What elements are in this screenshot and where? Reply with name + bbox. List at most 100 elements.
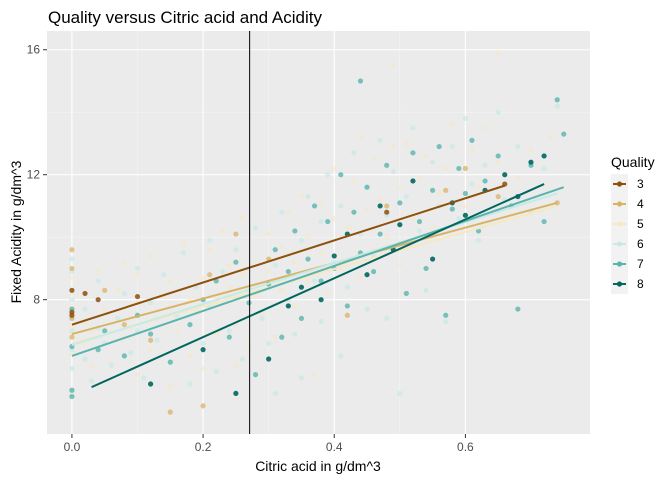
data-point-quality-5: [279, 287, 285, 293]
data-point-quality-7: [246, 300, 252, 306]
data-point-quality-6: [213, 368, 219, 375]
data-point-quality-6: [377, 137, 383, 143]
legend-label-quality-8: 8: [637, 277, 644, 291]
legend-key-point: [616, 281, 623, 287]
data-point-quality-6: [397, 390, 403, 396]
data-point-quality-5: [469, 147, 475, 153]
data-point-quality-5: [285, 209, 291, 215]
data-point-quality-3: [69, 309, 75, 315]
data-point-quality-5: [384, 234, 390, 240]
chart-title: Quality versus Citric acid and Acidity: [48, 8, 322, 27]
data-point-quality-5: [495, 159, 501, 165]
y-tick-label: 8: [33, 293, 40, 307]
data-point-quality-6: [416, 228, 423, 234]
data-point-quality-7: [561, 131, 567, 137]
data-point-quality-5: [331, 165, 337, 172]
data-point-quality-5: [292, 303, 298, 309]
x-tick-label: 0.4: [326, 440, 343, 454]
plot-panel: [47, 31, 590, 434]
data-point-quality-7: [443, 312, 449, 318]
legend-key-point: [616, 221, 623, 227]
data-point-quality-5: [351, 178, 357, 184]
data-point-quality-5: [318, 250, 324, 256]
data-point-quality-8: [331, 253, 337, 259]
data-point-quality-5: [115, 287, 121, 293]
data-point-quality-5: [311, 372, 318, 378]
data-point-quality-7: [384, 162, 390, 168]
data-point-quality-6: [298, 375, 305, 381]
x-axis: 0.0 0.2 0.4 0.6: [64, 434, 474, 454]
y-tick-label: 16: [27, 43, 41, 57]
trend-line-quality-3: [71, 184, 506, 326]
data-point-quality-4: [69, 334, 75, 340]
data-point-quality-6: [495, 109, 501, 115]
data-point-quality-6: [449, 143, 455, 150]
y-axis: 8 12 16: [27, 43, 47, 307]
data-point-quality-7: [430, 187, 436, 193]
data-point-quality-5: [239, 215, 246, 222]
data-point-quality-7: [148, 331, 154, 337]
data-point-quality-4: [200, 403, 206, 409]
data-point-quality-5: [410, 215, 416, 222]
data-point-quality-7: [69, 387, 75, 393]
data-point-quality-6: [403, 193, 409, 200]
data-point-quality-6: [141, 375, 147, 381]
data-point-quality-3: [69, 287, 75, 293]
data-point-quality-6: [430, 159, 436, 165]
data-point-quality-3: [95, 297, 101, 303]
data-point-quality-5: [148, 253, 154, 259]
data-point-quality-5: [226, 284, 232, 290]
data-point-quality-7: [318, 278, 324, 284]
data-point-quality-6: [318, 318, 324, 325]
data-point-quality-6: [266, 340, 272, 347]
data-point-quality-6: [82, 306, 88, 312]
data-point-quality-5: [220, 228, 226, 234]
data-point-quality-7: [364, 184, 370, 190]
data-point-quality-7: [397, 200, 403, 206]
data-point-quality-5: [495, 50, 501, 56]
data-point-quality-5: [344, 225, 350, 231]
data-point-quality-7: [351, 209, 357, 215]
data-point-quality-7: [252, 372, 259, 378]
data-point-quality-5: [475, 184, 482, 190]
legend-key-point: [616, 201, 623, 207]
trend-lines: [71, 183, 565, 389]
data-point-quality-7: [436, 143, 442, 150]
legend-key-point: [616, 181, 623, 187]
data-point-quality-6: [207, 237, 213, 243]
data-point-quality-5: [180, 240, 187, 247]
data-point-quality-6: [82, 356, 88, 362]
data-point-quality-8: [502, 172, 508, 178]
data-point-quality-5: [246, 343, 252, 350]
data-point-quality-6: [554, 103, 560, 109]
data-point-quality-6: [69, 365, 75, 371]
data-point-quality-6: [318, 218, 324, 225]
data-point-quality-4: [207, 272, 213, 278]
data-point-quality-7: [357, 78, 364, 84]
data-point-quality-8: [462, 212, 468, 218]
legend-label-quality-3: 3: [637, 177, 644, 191]
data-point-quality-4: [167, 409, 173, 415]
data-point-quality-8: [148, 381, 154, 387]
data-point-quality-5: [403, 140, 409, 147]
data-point-quality-7: [233, 259, 239, 265]
data-point-quality-5: [239, 272, 246, 278]
data-point-quality-6: [200, 340, 206, 347]
data-point-quality-7: [423, 265, 429, 272]
data-point-quality-8: [318, 297, 324, 303]
data-point-quality-5: [167, 384, 173, 390]
data-point-quality-8: [430, 256, 436, 262]
data-point-quality-7: [515, 306, 521, 312]
data-point-quality-5: [548, 134, 554, 140]
data-point-quality-8: [298, 284, 305, 290]
data-point-quality-6: [338, 203, 344, 209]
data-point-quality-7: [292, 228, 298, 234]
data-point-quality-5: [436, 190, 442, 197]
data-point-quality-5: [443, 165, 449, 172]
data-point-quality-4: [233, 231, 239, 237]
data-point-quality-7: [285, 268, 291, 275]
legend-label-quality-4: 4: [637, 197, 644, 211]
data-point-quality-5: [88, 362, 95, 368]
data-point-quality-7: [403, 290, 409, 297]
data-point-quality-6: [161, 272, 167, 278]
